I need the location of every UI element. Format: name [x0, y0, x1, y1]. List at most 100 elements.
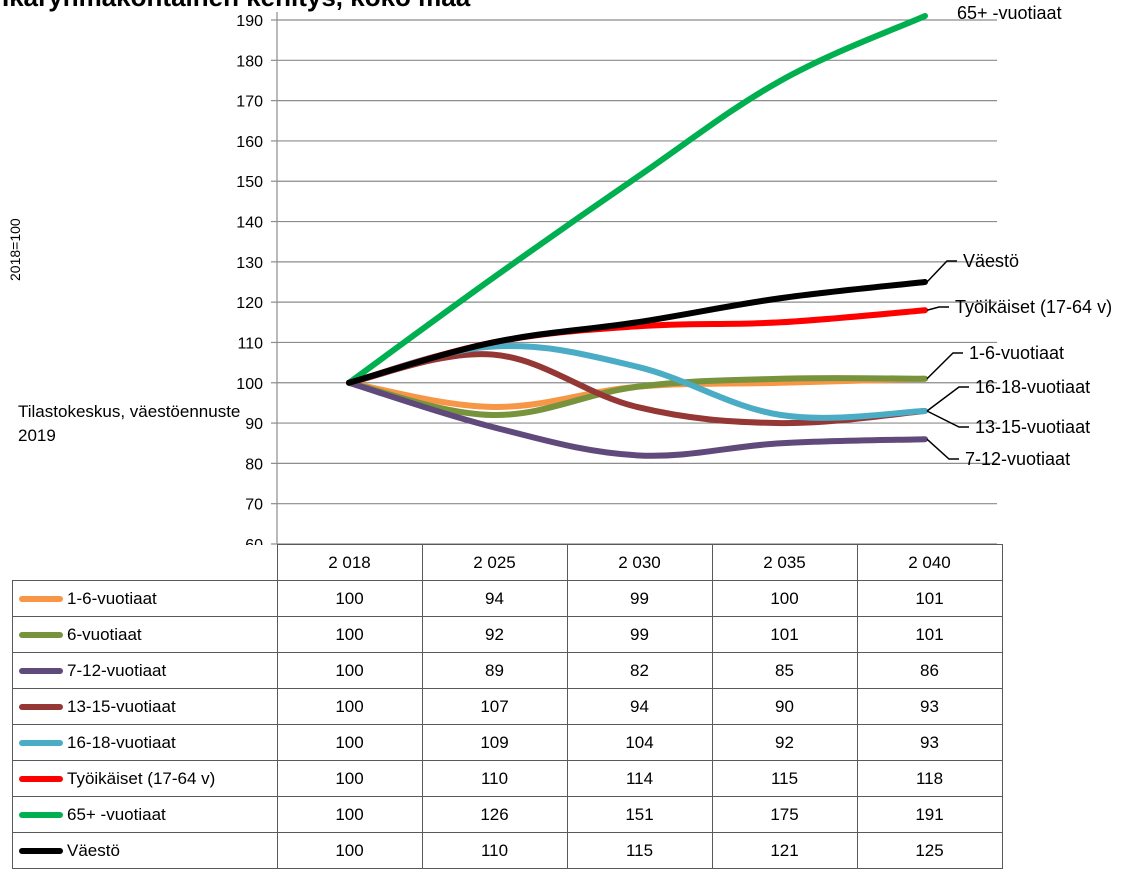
- data-value-cell: 82: [566, 652, 713, 689]
- y-tick-labels: 60 70 80 90 100 110 120 130 140 150 160 170 180 190: [236, 13, 263, 545]
- data-value-cell: 109: [421, 724, 568, 761]
- table-row: Työikäiset (17-64 v) 100 110 114 115 118: [12, 760, 1003, 797]
- series-line-6: [346, 375, 928, 419]
- legend-swatch: [19, 632, 63, 639]
- y-tick-label: 170: [236, 94, 263, 111]
- legend-swatch: [19, 704, 63, 711]
- data-value-cell: 94: [421, 580, 568, 617]
- data-value-cell: 151: [566, 796, 713, 833]
- data-value-cell: 101: [856, 616, 1003, 653]
- y-axis-label: 2018=100: [7, 218, 23, 281]
- legend-cell: Työikäiset (17-64 v): [12, 760, 278, 797]
- table-row: 65+ -vuotiaat 100 126 151 175 191: [12, 796, 1003, 833]
- y-tick-label: 140: [236, 215, 263, 232]
- data-value-cell: 100: [276, 616, 423, 653]
- x-category-label: 2 035: [711, 544, 858, 581]
- table-row: 16-18-vuotiaat 100 109 104 92 93: [12, 724, 1003, 761]
- source-note-text: Tilastokeskus, väestöennuste 2019: [18, 402, 241, 445]
- data-value-cell: 92: [421, 616, 568, 653]
- series-label-16-18: 16-18-vuotiaat: [975, 377, 1090, 397]
- legend-label: Työikäiset (17-64 v): [67, 768, 216, 788]
- series-labels: 1-6-vuotiaat 7-12-vuotiaat 13-15-vuotiaat 1…: [926, 3, 1112, 469]
- y-tick-label: 120: [236, 295, 263, 312]
- legend-label: 13-15-vuotiaat: [67, 696, 176, 716]
- x-category-label: 2 030: [566, 544, 713, 581]
- source-note: Tilastokeskus, väestöennuste 2019: [18, 400, 278, 448]
- data-value-cell: 100: [276, 652, 423, 689]
- y-tick-label: 60: [245, 537, 263, 545]
- series-line-7-12: [346, 379, 928, 459]
- table-row: 7-12-vuotiaat 100 89 82 85 86: [12, 652, 1003, 689]
- gridlines: [271, 12, 997, 545]
- legend-cell: 13-15-vuotiaat: [12, 688, 278, 725]
- data-value-cell: 100: [276, 760, 423, 797]
- legend-swatch: [19, 668, 63, 675]
- line-chart: 60 70 80 90 100 110 120 130 140 150 160 170 180 190 1…: [236, 3, 1112, 545]
- y-tick-label: 180: [236, 53, 263, 70]
- leader-line-16-18: [926, 386, 969, 412]
- legend-swatch: [19, 776, 63, 783]
- data-value-cell: 126: [421, 796, 568, 833]
- y-tick-label: 110: [237, 335, 263, 352]
- legend-swatch: [19, 740, 63, 747]
- series-label-65: 65+ -vuotiaat: [957, 3, 1062, 23]
- data-value-cell: 100: [711, 580, 858, 617]
- data-value-cell: 191: [856, 796, 1003, 833]
- data-value-cell: 93: [856, 724, 1003, 761]
- legend-label: 1-6-vuotiaat: [67, 588, 157, 608]
- data-value-cell: 94: [566, 688, 713, 725]
- y-tick-label: 70: [245, 497, 263, 514]
- data-value-cell: 93: [856, 688, 1003, 725]
- series-label-vaesto: Väestö: [963, 251, 1019, 271]
- data-value-cell: 99: [566, 616, 713, 653]
- leader-line-13-15: [926, 410, 969, 428]
- data-value-cell: 90: [711, 688, 858, 725]
- data-value-cell: 175: [711, 796, 858, 833]
- y-tick-label: 190: [236, 13, 263, 30]
- leader-line-tyoikaiset: [926, 306, 949, 311]
- data-table: 2 018 2 025 2 030 2 035 2 040 1-6-vuotiaat 100…: [12, 544, 1003, 869]
- series-label-13-15: 13-15-vuotiaat: [975, 417, 1090, 437]
- x-category-label: 2 025: [421, 544, 568, 581]
- y-tick-label: 80: [245, 456, 263, 473]
- series-label-1-6: 1-6-vuotiaat: [969, 343, 1064, 363]
- legend-cell: 1-6-vuotiaat: [12, 580, 278, 617]
- legend-cell: 6-vuotiaat: [12, 616, 278, 653]
- data-value-cell: 100: [276, 580, 423, 617]
- table-corner: [13, 545, 278, 581]
- legend-cell: 16-18-vuotiaat: [12, 724, 278, 761]
- data-value-cell: 99: [566, 580, 713, 617]
- data-value-cell: 115: [711, 760, 858, 797]
- leader-line-vaesto: [926, 260, 957, 283]
- legend-label: 6-vuotiaat: [67, 624, 142, 644]
- data-value-cell: 110: [421, 832, 568, 869]
- data-value-cell: 86: [856, 652, 1003, 689]
- data-value-cell: 104: [566, 724, 713, 761]
- data-value-cell: 125: [856, 832, 1003, 869]
- data-value-cell: 114: [566, 760, 713, 797]
- series-lines: [346, 12, 928, 459]
- data-value-cell: 101: [856, 580, 1003, 617]
- y-tick-label: 90: [245, 416, 263, 433]
- page-title-text: Ikäryhmäkohtainen kehitys, koko maa: [2, 0, 470, 12]
- series-line-vaesto: [346, 279, 928, 386]
- data-value-cell: 115: [566, 832, 713, 869]
- table-header-row: 2 018 2 025 2 030 2 035 2 040: [13, 544, 1003, 581]
- x-category-label: 2 018: [276, 544, 423, 581]
- legend-swatch: [19, 848, 63, 855]
- data-value-cell: 100: [276, 832, 423, 869]
- x-category-label: 2 040: [856, 544, 1003, 581]
- table-row: 6-vuotiaat 100 92 99 101 101: [12, 616, 1003, 653]
- legend-cell: Väestö: [12, 832, 278, 869]
- y-tick-label: 130: [236, 255, 263, 272]
- legend-swatch: [19, 596, 63, 603]
- y-tick-label: 160: [236, 134, 263, 151]
- data-value-cell: 100: [276, 724, 423, 761]
- data-value-cell: 110: [421, 760, 568, 797]
- table-row: 13-15-vuotiaat 100 107 94 90 93: [12, 688, 1003, 725]
- table-row: 1-6-vuotiaat 100 94 99 100 101: [12, 580, 1003, 617]
- y-tick-label: 100: [236, 376, 263, 393]
- data-value-cell: 118: [856, 760, 1003, 797]
- y-tick-label: 150: [236, 174, 263, 191]
- data-value-cell: 121: [711, 832, 858, 869]
